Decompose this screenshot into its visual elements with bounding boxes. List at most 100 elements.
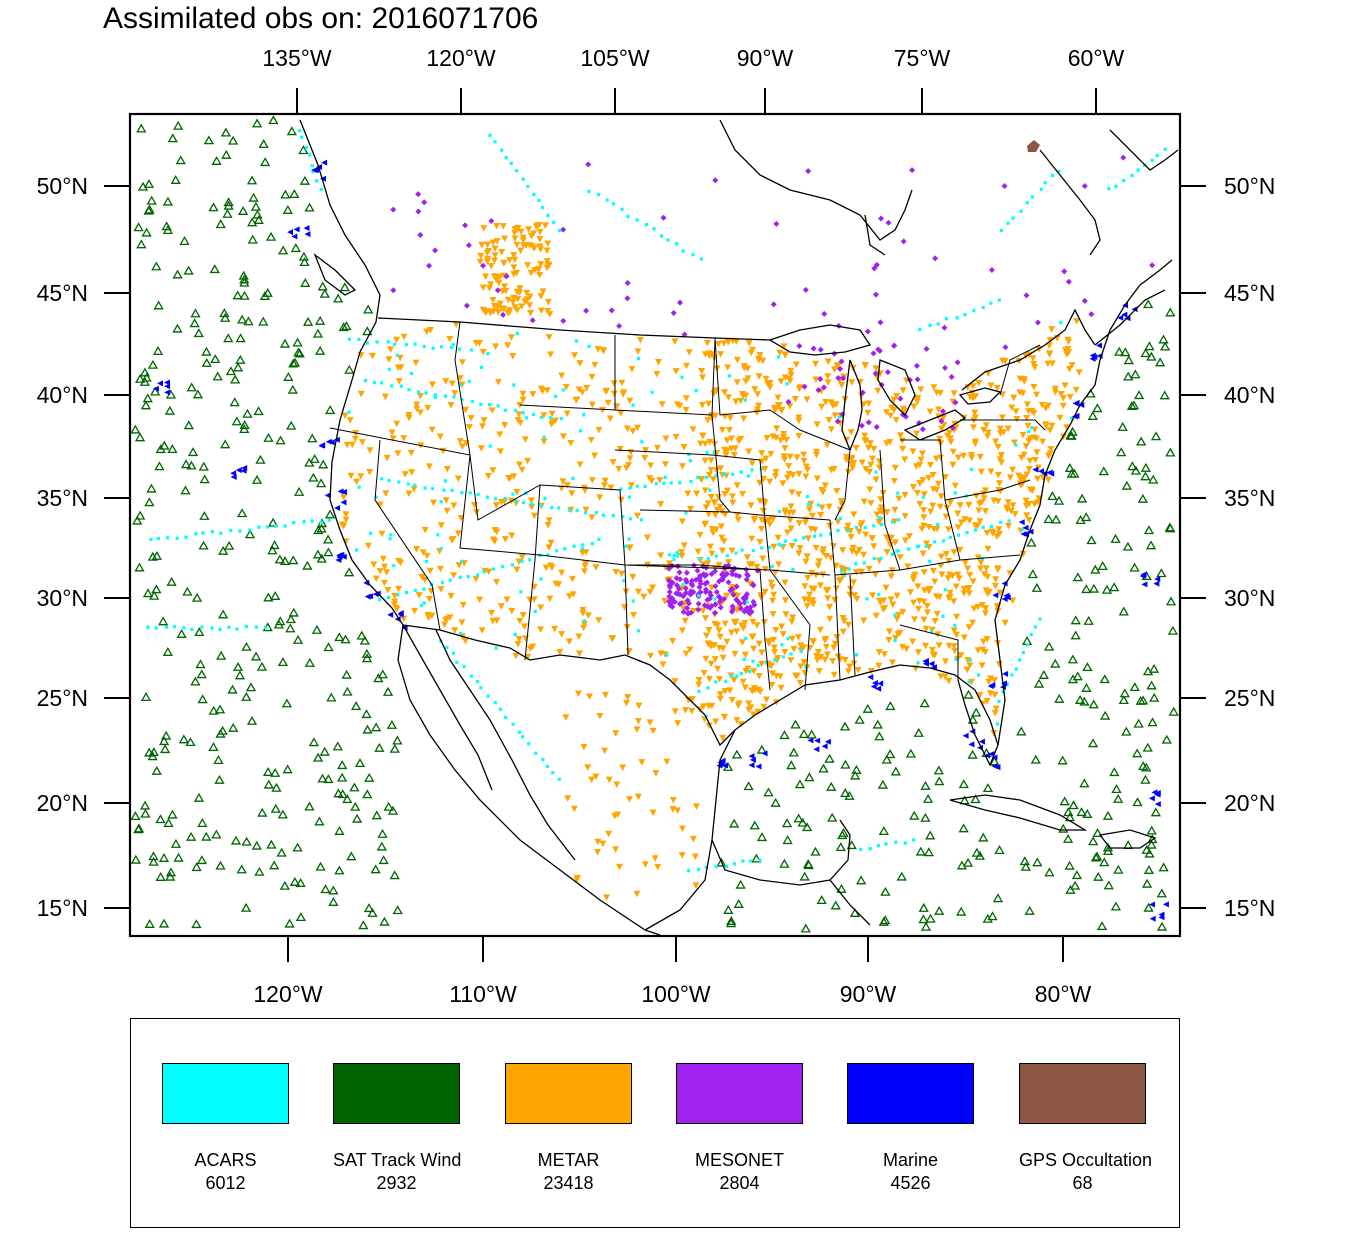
sat-track-wind-marker bbox=[208, 705, 219, 715]
sat-track-wind-marker bbox=[130, 424, 141, 434]
marine-marker bbox=[1151, 789, 1158, 796]
metar-marker bbox=[1059, 402, 1067, 410]
sat-track-wind-marker bbox=[266, 839, 277, 849]
metar-marker bbox=[950, 643, 958, 650]
metar-marker bbox=[741, 684, 749, 691]
metar-marker bbox=[408, 469, 416, 476]
metar-marker bbox=[855, 528, 863, 536]
metar-marker bbox=[519, 237, 527, 244]
acars-marker bbox=[235, 627, 239, 631]
sat-track-wind-marker bbox=[934, 776, 945, 786]
acars-marker bbox=[643, 484, 647, 489]
metar-marker bbox=[759, 507, 767, 515]
acars-marker bbox=[448, 578, 452, 582]
metar-marker bbox=[717, 351, 725, 358]
sat-track-wind-marker bbox=[142, 588, 154, 598]
metar-marker bbox=[833, 487, 841, 495]
sat-track-wind-marker bbox=[154, 461, 165, 471]
metar-marker bbox=[672, 368, 680, 375]
acars-marker bbox=[386, 340, 390, 344]
acars-marker bbox=[597, 537, 601, 541]
sat-track-wind-marker bbox=[918, 914, 929, 924]
metar-marker bbox=[582, 549, 590, 556]
metar-marker bbox=[781, 649, 789, 656]
mesonet-marker bbox=[858, 422, 865, 429]
mesonet-marker bbox=[923, 345, 930, 352]
metar-marker bbox=[669, 637, 677, 645]
marine-marker bbox=[1022, 524, 1029, 531]
acars-marker bbox=[493, 140, 497, 144]
metar-marker bbox=[705, 400, 713, 408]
mesonet-marker bbox=[666, 593, 673, 600]
metar-marker bbox=[906, 589, 914, 596]
acars-marker bbox=[149, 537, 153, 542]
acars-marker bbox=[548, 416, 553, 420]
metar-marker bbox=[814, 648, 822, 656]
metar-marker bbox=[839, 614, 847, 622]
acars-marker bbox=[175, 536, 179, 540]
marine-marker bbox=[1141, 581, 1148, 588]
metar-marker bbox=[891, 506, 899, 514]
metar-marker bbox=[723, 487, 731, 495]
sat-track-wind-marker bbox=[1099, 674, 1110, 684]
sat-track-wind-marker bbox=[201, 346, 212, 356]
sat-track-wind-marker bbox=[194, 627, 205, 637]
metar-marker bbox=[428, 612, 436, 620]
mesonet-marker bbox=[712, 177, 719, 184]
acars-marker bbox=[475, 679, 480, 684]
sat-track-wind-marker bbox=[1137, 695, 1149, 705]
mesonet-marker bbox=[529, 317, 536, 324]
acars-marker bbox=[409, 371, 414, 376]
metar-marker bbox=[1016, 475, 1024, 483]
metar-marker bbox=[1010, 394, 1018, 402]
metar-marker bbox=[771, 649, 779, 656]
acars-marker bbox=[504, 155, 508, 160]
right-tick-label: 15°N bbox=[1224, 895, 1275, 921]
acars-marker bbox=[372, 381, 377, 385]
sat-track-wind-marker bbox=[234, 670, 246, 680]
metar-marker bbox=[513, 226, 521, 234]
metar-marker bbox=[929, 651, 937, 658]
acars-marker bbox=[543, 496, 547, 500]
sat-track-wind-marker bbox=[211, 829, 222, 839]
metar-marker bbox=[831, 366, 839, 373]
sat-track-wind-marker bbox=[262, 287, 273, 297]
metar-marker bbox=[801, 596, 809, 603]
mesonet-marker bbox=[801, 383, 808, 390]
metar-marker bbox=[739, 678, 747, 686]
sat-track-wind-marker bbox=[328, 897, 339, 906]
sat-track-wind-marker bbox=[239, 424, 250, 434]
metar-marker bbox=[714, 340, 722, 348]
acars-marker bbox=[895, 549, 899, 553]
marine-marker bbox=[230, 474, 237, 481]
sat-track-wind-marker bbox=[187, 447, 199, 457]
top-tick-label: 120°W bbox=[426, 45, 496, 71]
sat-track-wind-marker bbox=[257, 807, 268, 817]
metar-marker bbox=[643, 534, 651, 542]
sat-track-wind-marker bbox=[318, 459, 329, 469]
marine-marker bbox=[722, 762, 729, 769]
mesonet-marker bbox=[712, 609, 719, 616]
sat-track-wind-marker bbox=[196, 669, 207, 679]
acars-marker bbox=[304, 145, 309, 150]
mesonet-marker bbox=[1149, 262, 1156, 269]
mesonet-marker bbox=[503, 273, 510, 280]
sat-track-wind-marker bbox=[1118, 606, 1129, 616]
metar-marker bbox=[654, 359, 662, 366]
metar-marker bbox=[489, 467, 497, 474]
metar-marker bbox=[755, 355, 763, 363]
metar-marker bbox=[621, 604, 629, 611]
metar-marker bbox=[910, 599, 918, 607]
metar-marker bbox=[1073, 318, 1081, 325]
sat-track-wind-marker bbox=[982, 783, 994, 793]
sat-track-wind-marker bbox=[220, 439, 231, 449]
metar-marker bbox=[607, 484, 615, 492]
sat-track-wind-marker bbox=[317, 773, 328, 783]
metar-marker bbox=[623, 699, 631, 707]
sat-track-wind-marker bbox=[361, 709, 372, 719]
sat-track-wind-marker bbox=[274, 554, 285, 564]
metar-marker bbox=[428, 381, 436, 389]
metar-marker bbox=[892, 417, 900, 424]
acars-marker bbox=[542, 435, 546, 439]
